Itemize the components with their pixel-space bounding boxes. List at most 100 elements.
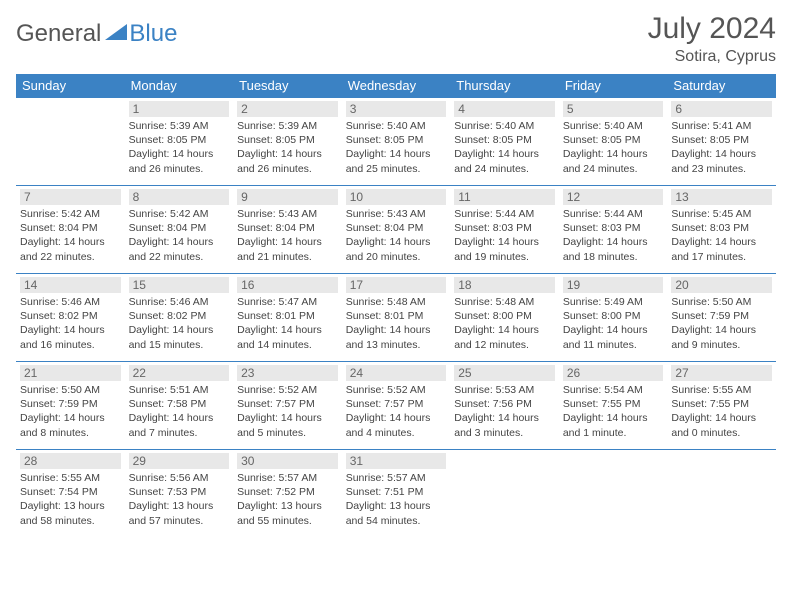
- day-info: Sunrise: 5:46 AMSunset: 8:02 PMDaylight:…: [20, 295, 121, 352]
- calendar-cell: 28 Sunrise: 5:55 AMSunset: 7:54 PMDayligh…: [16, 450, 125, 538]
- month-title: July 2024: [648, 12, 776, 46]
- day-number: 7: [20, 189, 121, 205]
- day-number: 31: [346, 453, 447, 469]
- day-info: Sunrise: 5:41 AMSunset: 8:05 PMDaylight:…: [671, 119, 772, 176]
- day-number: 24: [346, 365, 447, 381]
- day-number: 10: [346, 189, 447, 205]
- day-number: 9: [237, 189, 338, 205]
- day-number: 14: [20, 277, 121, 293]
- calendar-cell: 25 Sunrise: 5:53 AMSunset: 7:56 PMDayligh…: [450, 362, 559, 450]
- logo-text-part2: Blue: [129, 20, 177, 48]
- day-number: 15: [129, 277, 230, 293]
- calendar-row: 28 Sunrise: 5:55 AMSunset: 7:54 PMDayligh…: [16, 450, 776, 538]
- day-info: Sunrise: 5:39 AMSunset: 8:05 PMDaylight:…: [237, 119, 338, 176]
- calendar-cell: 20 Sunrise: 5:50 AMSunset: 7:59 PMDayligh…: [667, 274, 776, 362]
- day-number: 27: [671, 365, 772, 381]
- calendar-cell: [667, 450, 776, 538]
- location: Sotira, Cyprus: [648, 48, 776, 66]
- calendar-cell: 22 Sunrise: 5:51 AMSunset: 7:58 PMDayligh…: [125, 362, 234, 450]
- day-number: 3: [346, 101, 447, 117]
- calendar-cell: 16 Sunrise: 5:47 AMSunset: 8:01 PMDayligh…: [233, 274, 342, 362]
- calendar-cell: 1 Sunrise: 5:39 AMSunset: 8:05 PMDaylight…: [125, 98, 234, 186]
- day-number: 28: [20, 453, 121, 469]
- calendar-cell: 30 Sunrise: 5:57 AMSunset: 7:52 PMDayligh…: [233, 450, 342, 538]
- calendar-body: 1 Sunrise: 5:39 AMSunset: 8:05 PMDaylight…: [16, 98, 776, 538]
- day-number: 18: [454, 277, 555, 293]
- calendar-cell: 19Sunrise: 5:49 AMSunset: 8:00 PMDayligh…: [559, 274, 668, 362]
- title-block: July 2024 Sotira, Cyprus: [648, 12, 776, 66]
- day-info: Sunrise: 5:53 AMSunset: 7:56 PMDaylight:…: [454, 383, 555, 440]
- calendar-cell: 29Sunrise: 5:56 AMSunset: 7:53 PMDayligh…: [125, 450, 234, 538]
- calendar-cell: 2 Sunrise: 5:39 AMSunset: 8:05 PMDaylight…: [233, 98, 342, 186]
- day-number: 2: [237, 101, 338, 117]
- day-number: 22: [129, 365, 230, 381]
- day-info: Sunrise: 5:40 AMSunset: 8:05 PMDaylight:…: [454, 119, 555, 176]
- calendar-cell: 21Sunrise: 5:50 AMSunset: 7:59 PMDayligh…: [16, 362, 125, 450]
- day-info: Sunrise: 5:40 AMSunset: 8:05 PMDaylight:…: [346, 119, 447, 176]
- day-number: 13: [671, 189, 772, 205]
- day-info: Sunrise: 5:42 AMSunset: 8:04 PMDaylight:…: [129, 207, 230, 264]
- day-info: Sunrise: 5:43 AMSunset: 8:04 PMDaylight:…: [237, 207, 338, 264]
- calendar-cell: 4 Sunrise: 5:40 AMSunset: 8:05 PMDaylight…: [450, 98, 559, 186]
- calendar-cell: 14 Sunrise: 5:46 AMSunset: 8:02 PMDayligh…: [16, 274, 125, 362]
- day-info: Sunrise: 5:57 AMSunset: 7:52 PMDaylight:…: [237, 471, 338, 528]
- day-info: Sunrise: 5:57 AMSunset: 7:51 PMDaylight:…: [346, 471, 447, 528]
- day-number: 25: [454, 365, 555, 381]
- calendar-cell: 17 Sunrise: 5:48 AMSunset: 8:01 PMDayligh…: [342, 274, 451, 362]
- calendar-cell: 7 Sunrise: 5:42 AMSunset: 8:04 PMDaylight…: [16, 186, 125, 274]
- calendar-cell: 8Sunrise: 5:42 AMSunset: 8:04 PMDaylight…: [125, 186, 234, 274]
- calendar-cell: 13 Sunrise: 5:45 AMSunset: 8:03 PMDayligh…: [667, 186, 776, 274]
- weekday-header: Friday: [559, 74, 668, 98]
- calendar-row: 21Sunrise: 5:50 AMSunset: 7:59 PMDayligh…: [16, 362, 776, 450]
- day-number: 16: [237, 277, 338, 293]
- calendar-row: 1 Sunrise: 5:39 AMSunset: 8:05 PMDaylight…: [16, 98, 776, 186]
- weekday-header: Thursday: [450, 74, 559, 98]
- calendar-cell: 15 Sunrise: 5:46 AMSunset: 8:02 PMDayligh…: [125, 274, 234, 362]
- day-info: Sunrise: 5:48 AMSunset: 8:00 PMDaylight:…: [454, 295, 555, 352]
- day-info: Sunrise: 5:45 AMSunset: 8:03 PMDaylight:…: [671, 207, 772, 264]
- logo-text-part1: General: [16, 20, 101, 48]
- day-number: 29: [129, 453, 230, 469]
- day-number: 17: [346, 277, 447, 293]
- day-number: 5: [563, 101, 664, 117]
- header: General Blue July 2024 Sotira, Cyprus: [16, 12, 776, 66]
- weekday-header: Monday: [125, 74, 234, 98]
- day-number: 30: [237, 453, 338, 469]
- day-number: 1: [129, 101, 230, 117]
- calendar-cell: 5Sunrise: 5:40 AMSunset: 8:05 PMDaylight…: [559, 98, 668, 186]
- day-info: Sunrise: 5:51 AMSunset: 7:58 PMDaylight:…: [129, 383, 230, 440]
- day-number: 6: [671, 101, 772, 117]
- weekday-header: Tuesday: [233, 74, 342, 98]
- day-info: Sunrise: 5:50 AMSunset: 7:59 PMDaylight:…: [671, 295, 772, 352]
- weekday-header: Wednesday: [342, 74, 451, 98]
- day-info: Sunrise: 5:39 AMSunset: 8:05 PMDaylight:…: [129, 119, 230, 176]
- day-info: Sunrise: 5:48 AMSunset: 8:01 PMDaylight:…: [346, 295, 447, 352]
- day-info: Sunrise: 5:42 AMSunset: 8:04 PMDaylight:…: [20, 207, 121, 264]
- calendar-cell: 23Sunrise: 5:52 AMSunset: 7:57 PMDayligh…: [233, 362, 342, 450]
- weekday-header: Saturday: [667, 74, 776, 98]
- calendar-cell: 12 Sunrise: 5:44 AMSunset: 8:03 PMDayligh…: [559, 186, 668, 274]
- weekday-header-row: SundayMondayTuesdayWednesdayThursdayFrid…: [16, 74, 776, 98]
- day-info: Sunrise: 5:46 AMSunset: 8:02 PMDaylight:…: [129, 295, 230, 352]
- calendar-cell: 11 Sunrise: 5:44 AMSunset: 8:03 PMDayligh…: [450, 186, 559, 274]
- day-info: Sunrise: 5:49 AMSunset: 8:00 PMDaylight:…: [563, 295, 664, 352]
- day-info: Sunrise: 5:55 AMSunset: 7:54 PMDaylight:…: [20, 471, 121, 528]
- day-number: 20: [671, 277, 772, 293]
- day-info: Sunrise: 5:44 AMSunset: 8:03 PMDaylight:…: [563, 207, 664, 264]
- day-number: 11: [454, 189, 555, 205]
- day-info: Sunrise: 5:47 AMSunset: 8:01 PMDaylight:…: [237, 295, 338, 352]
- calendar-cell: 26Sunrise: 5:54 AMSunset: 7:55 PMDayligh…: [559, 362, 668, 450]
- calendar-cell: 10 Sunrise: 5:43 AMSunset: 8:04 PMDayligh…: [342, 186, 451, 274]
- day-info: Sunrise: 5:43 AMSunset: 8:04 PMDaylight:…: [346, 207, 447, 264]
- day-number: 12: [563, 189, 664, 205]
- calendar-cell: [450, 450, 559, 538]
- calendar-cell: 31 Sunrise: 5:57 AMSunset: 7:51 PMDayligh…: [342, 450, 451, 538]
- day-number: 4: [454, 101, 555, 117]
- day-info: Sunrise: 5:52 AMSunset: 7:57 PMDaylight:…: [346, 383, 447, 440]
- day-info: Sunrise: 5:52 AMSunset: 7:57 PMDaylight:…: [237, 383, 338, 440]
- calendar-cell: 24 Sunrise: 5:52 AMSunset: 7:57 PMDayligh…: [342, 362, 451, 450]
- day-info: Sunrise: 5:44 AMSunset: 8:03 PMDaylight:…: [454, 207, 555, 264]
- weekday-header: Sunday: [16, 74, 125, 98]
- day-info: Sunrise: 5:50 AMSunset: 7:59 PMDaylight:…: [20, 383, 121, 440]
- logo-triangle-icon: [105, 24, 127, 45]
